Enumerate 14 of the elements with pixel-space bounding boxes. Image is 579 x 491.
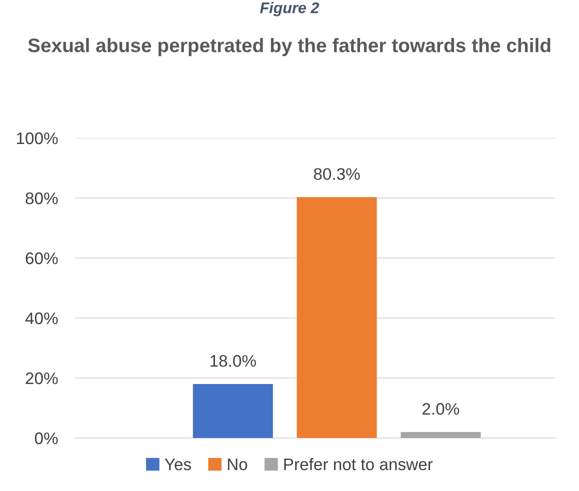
y-tick-label: 0% xyxy=(34,432,58,444)
legend-label: No xyxy=(228,458,248,470)
legend-label: Prefer not to answer xyxy=(284,458,433,470)
y-tick-label: 60% xyxy=(26,252,58,264)
y-tick-label: 80% xyxy=(26,192,58,204)
y-tick-label: 40% xyxy=(25,312,58,324)
y-tick-label: 20% xyxy=(26,372,58,384)
data-label: 2.0% xyxy=(422,403,460,415)
legend-label: Yes xyxy=(164,458,191,470)
data-label: 80.3% xyxy=(314,168,360,180)
y-tick-label: 100% xyxy=(16,132,58,144)
caption: Figure 2 xyxy=(260,2,320,16)
chart-title: Sexual abuse perpetrated by the father towards the child xyxy=(28,38,550,56)
data-label: 18.0% xyxy=(210,355,256,367)
